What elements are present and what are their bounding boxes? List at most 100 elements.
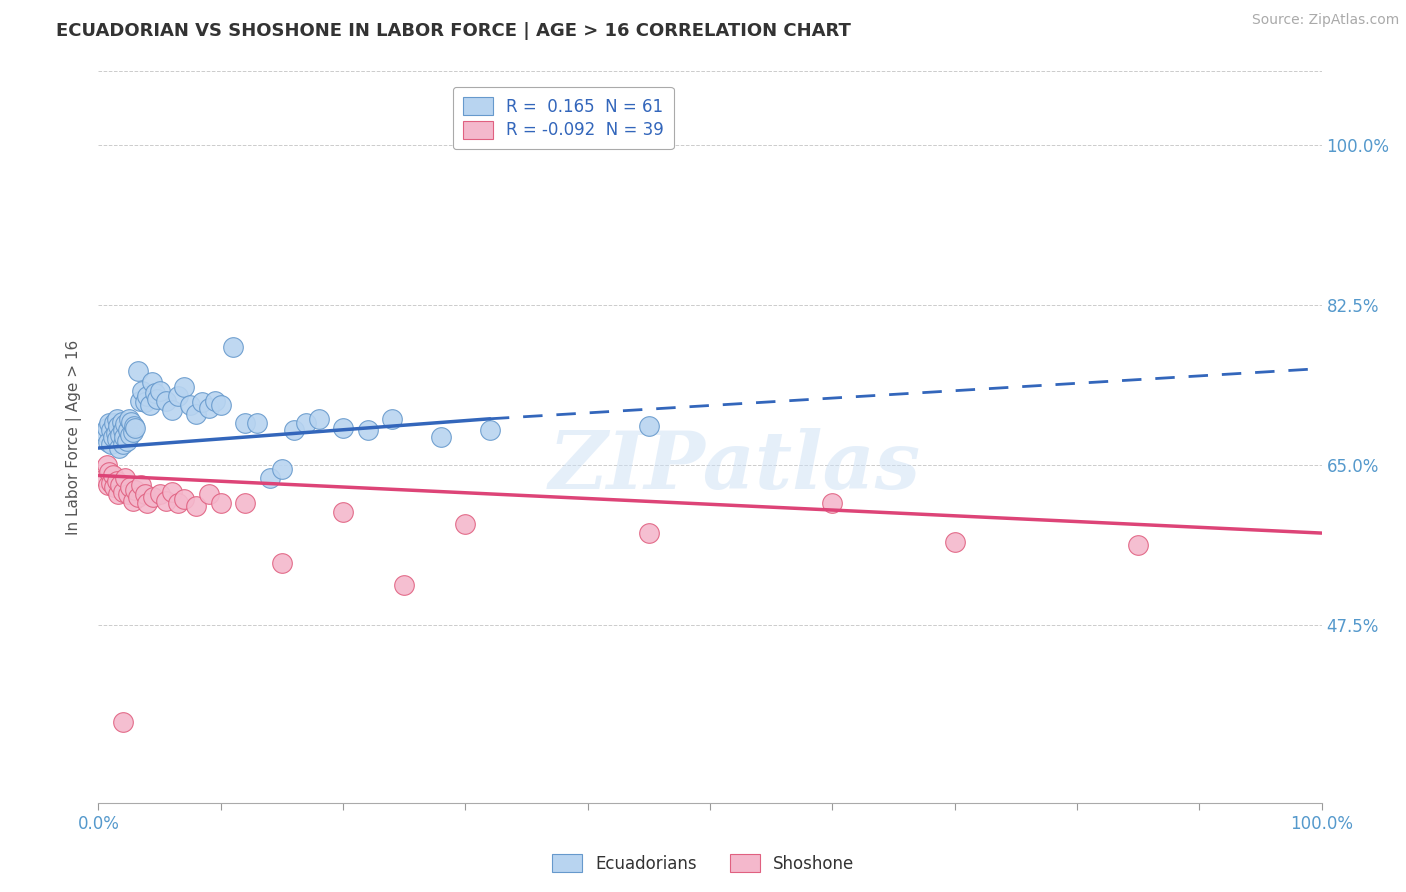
Point: [392, 578, 416, 592]
Point: [155, 494, 177, 508]
Point: [101, 430, 124, 444]
Point: [98, 465, 121, 479]
Point: [100, 475, 122, 490]
Point: [167, 496, 190, 510]
Point: [270, 462, 294, 476]
Point: [134, 487, 156, 501]
Point: [110, 428, 132, 442]
Point: [141, 376, 163, 390]
Point: [117, 487, 139, 501]
Text: ZIPatlas: ZIPatlas: [548, 427, 921, 505]
Text: ECUADORIAN VS SHOSHONE IN LABOR FORCE | AGE > 16 CORRELATION CHART: ECUADORIAN VS SHOSHONE IN LABOR FORCE | …: [56, 22, 851, 40]
Point: [143, 386, 166, 401]
Point: [105, 412, 128, 426]
Point: [118, 412, 141, 426]
Point: [146, 392, 169, 406]
Point: [381, 412, 404, 426]
Point: [112, 430, 135, 444]
Point: [134, 395, 156, 409]
Point: [121, 425, 143, 439]
Point: [124, 483, 146, 497]
Point: [115, 434, 138, 448]
Point: [103, 480, 125, 494]
Point: [430, 430, 453, 444]
Point: [105, 474, 128, 488]
Point: [120, 480, 142, 494]
Point: [270, 556, 294, 570]
Point: [149, 384, 172, 399]
Point: [356, 423, 378, 437]
Point: [283, 423, 305, 437]
Point: [111, 485, 134, 500]
Point: [173, 492, 195, 507]
Point: [233, 417, 256, 431]
Point: [186, 407, 208, 421]
Point: [332, 421, 354, 435]
Point: [108, 441, 131, 455]
Point: [93, 425, 115, 440]
Point: [160, 402, 183, 417]
Point: [209, 496, 232, 510]
Point: [142, 490, 165, 504]
Point: [103, 417, 125, 431]
Point: [97, 477, 120, 491]
Point: [246, 417, 269, 431]
Point: [454, 516, 477, 531]
Point: [105, 432, 128, 446]
Point: [332, 505, 354, 519]
Point: [117, 423, 139, 437]
Point: [100, 437, 122, 451]
Text: Source: ZipAtlas.com: Source: ZipAtlas.com: [1251, 13, 1399, 28]
Point: [124, 421, 146, 435]
Point: [222, 341, 245, 355]
Point: [93, 471, 115, 485]
Point: [136, 496, 159, 510]
Point: [98, 417, 121, 431]
Point: [114, 471, 136, 485]
Point: [111, 715, 134, 730]
Point: [100, 423, 122, 437]
Point: [149, 487, 172, 501]
Point: [127, 364, 149, 378]
Point: [107, 419, 129, 434]
Point: [101, 468, 124, 483]
Point: [179, 398, 201, 412]
Point: [478, 423, 501, 437]
Point: [107, 487, 129, 501]
Point: [638, 419, 661, 434]
Point: [111, 416, 134, 430]
Point: [821, 496, 844, 510]
Point: [129, 477, 152, 491]
Point: [120, 416, 142, 430]
Point: [1128, 538, 1150, 552]
Point: [127, 490, 149, 504]
Point: [120, 428, 142, 442]
Point: [129, 393, 152, 408]
Point: [173, 380, 195, 394]
Point: [186, 499, 208, 513]
Point: [121, 494, 143, 508]
Legend: R =  0.165  N = 61, R = -0.092  N = 39: R = 0.165 N = 61, R = -0.092 N = 39: [453, 87, 673, 149]
Point: [110, 477, 132, 491]
Point: [943, 535, 966, 549]
Point: [122, 419, 145, 434]
Point: [233, 496, 256, 510]
Point: [259, 471, 281, 485]
Point: [191, 395, 214, 409]
Point: [155, 393, 177, 408]
Point: [131, 384, 153, 399]
Point: [160, 485, 183, 500]
Point: [295, 417, 318, 431]
Point: [97, 434, 120, 449]
Point: [638, 526, 661, 541]
Point: [96, 458, 118, 472]
Point: [308, 412, 330, 426]
Point: [114, 417, 136, 432]
Point: [197, 401, 219, 415]
Point: [139, 398, 162, 412]
Point: [167, 389, 190, 403]
Point: [104, 425, 127, 440]
Y-axis label: In Labor Force | Age > 16: In Labor Force | Age > 16: [66, 340, 83, 534]
Point: [136, 389, 159, 403]
Point: [209, 398, 232, 412]
